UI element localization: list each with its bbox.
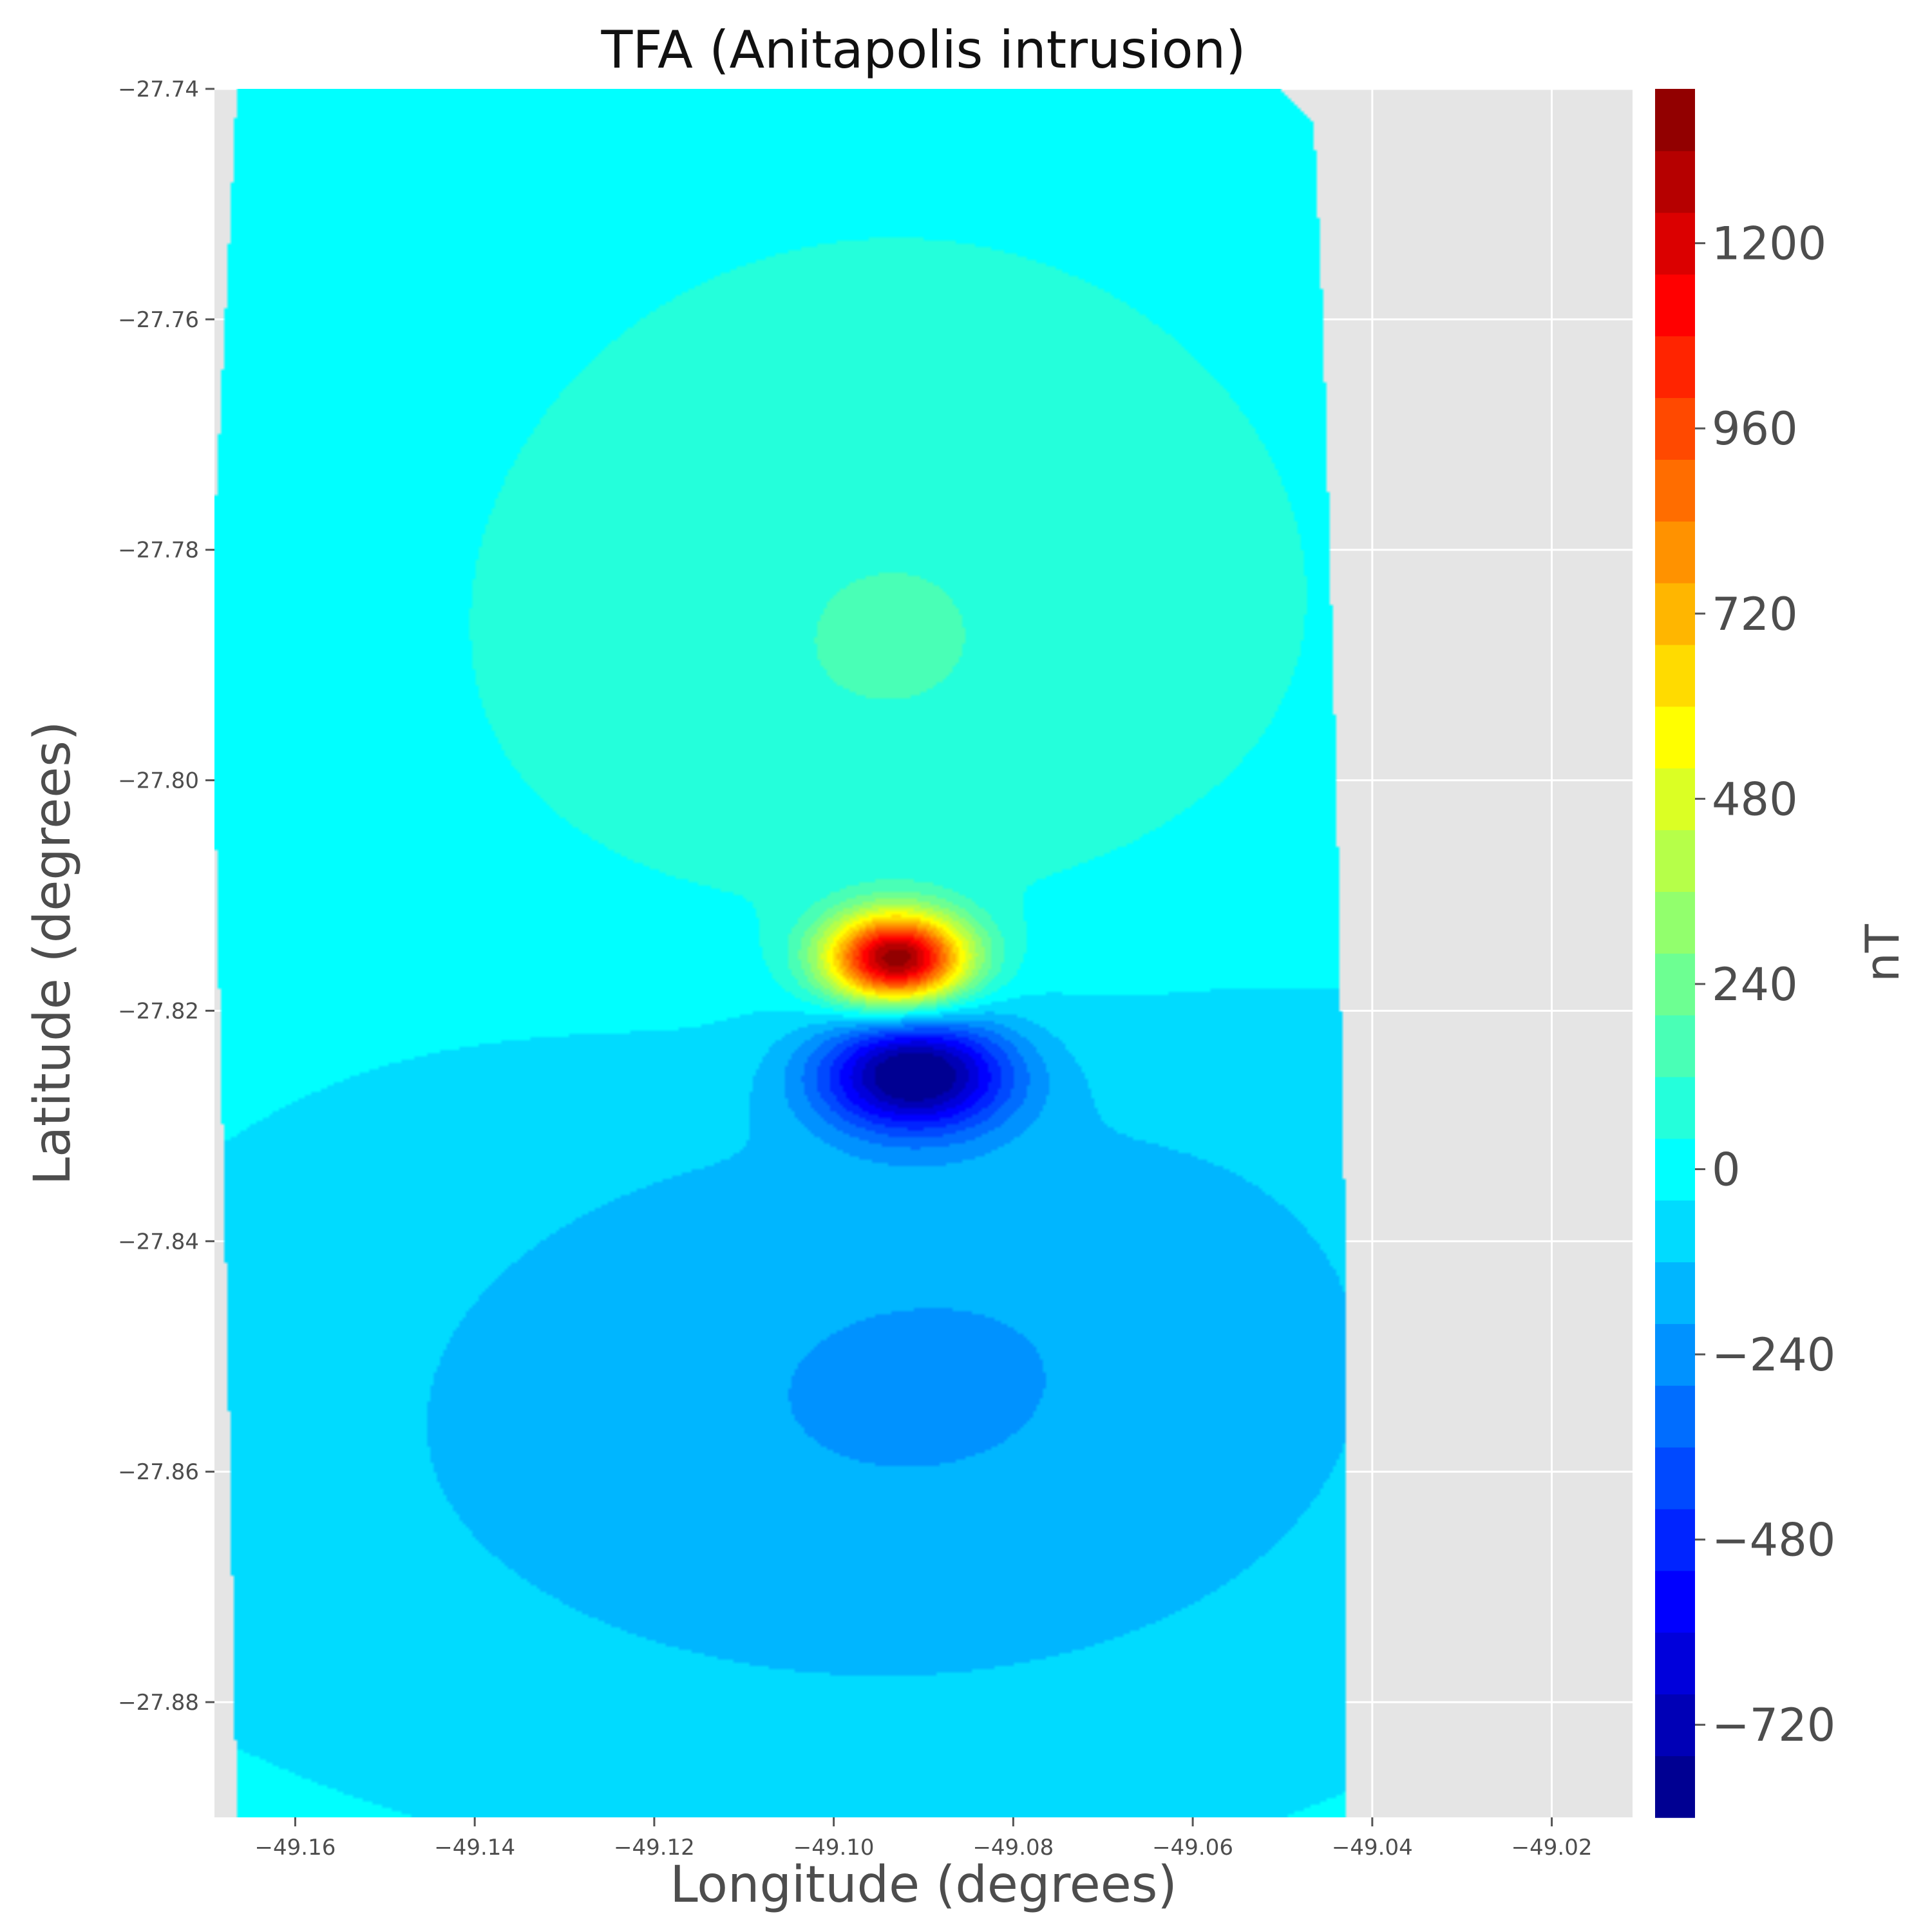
colorbar-label: nT bbox=[1855, 923, 1909, 982]
y-tick-label: −27.82 bbox=[118, 998, 199, 1024]
colorbar-segment bbox=[1655, 1694, 1695, 1756]
colorbar-tick-label: 0 bbox=[1712, 1144, 1741, 1197]
tfa-contour-map bbox=[214, 89, 1633, 1817]
x-tick-label: −49.06 bbox=[1152, 1835, 1233, 1861]
colorbar-tick-label: −480 bbox=[1712, 1514, 1835, 1567]
colorbar-segment bbox=[1655, 521, 1695, 583]
y-axis-label: Latitude (degrees) bbox=[24, 721, 82, 1186]
colorbar-segment bbox=[1655, 397, 1695, 460]
colorbar-segment bbox=[1655, 582, 1695, 645]
colorbar-segment bbox=[1655, 459, 1695, 522]
colorbar-segment bbox=[1655, 706, 1695, 769]
x-tick-label: −49.16 bbox=[255, 1835, 336, 1861]
y-axis-ticks: −27.74 −27.76 −27.78 −27.80 −27.82 −27.84 −27.… bbox=[118, 77, 214, 1716]
colorbar-segment bbox=[1655, 1570, 1695, 1633]
colorbar-segment bbox=[1655, 1385, 1695, 1448]
x-axis-ticks: −49.16 −49.14 −49.12 −49.10 −49.08 −49.06 −49.… bbox=[255, 1817, 1593, 1861]
colorbar-tick-label: 960 bbox=[1712, 402, 1798, 455]
colorbar-segment bbox=[1655, 953, 1695, 1016]
colorbar-segment bbox=[1655, 274, 1695, 337]
y-tick-label: −27.78 bbox=[118, 538, 199, 564]
colorbar-tick-label: 240 bbox=[1712, 958, 1798, 1011]
colorbar-segment bbox=[1655, 829, 1695, 892]
colorbar-segment bbox=[1655, 1632, 1695, 1695]
colorbar-segment bbox=[1655, 1200, 1695, 1263]
y-tick-label: −27.88 bbox=[118, 1690, 199, 1716]
colorbar-segment bbox=[1655, 644, 1695, 707]
colorbar-segment bbox=[1655, 1508, 1695, 1571]
colorbar-segment bbox=[1655, 1138, 1695, 1201]
x-tick-label: −49.10 bbox=[793, 1835, 875, 1861]
colorbar-segment bbox=[1655, 1446, 1695, 1510]
colorbar-segment bbox=[1655, 212, 1695, 275]
y-tick-label: −27.84 bbox=[118, 1229, 199, 1255]
colorbar-segment bbox=[1655, 1076, 1695, 1139]
chart-title: TFA (Anitapolis intrusion) bbox=[601, 20, 1246, 80]
colorbar-segment bbox=[1655, 1756, 1695, 1818]
colorbar-segment bbox=[1655, 891, 1695, 954]
y-tick-label: −27.76 bbox=[118, 307, 199, 333]
colorbar-segment bbox=[1655, 336, 1695, 399]
colorbar-segment bbox=[1655, 1014, 1695, 1077]
colorbar-segment bbox=[1655, 1262, 1695, 1324]
y-tick-label: −27.80 bbox=[118, 768, 199, 794]
colorbar-tick-label: 480 bbox=[1712, 773, 1798, 826]
colorbar-tick-label: −720 bbox=[1712, 1699, 1835, 1752]
x-axis-label: Longitude (degrees) bbox=[670, 1856, 1177, 1914]
y-tick-label: −27.86 bbox=[118, 1459, 199, 1485]
colorbar: −720 −480 −240 0 240 480 720 960 1200 bbox=[1655, 89, 1835, 1818]
colorbar-tick-label: 720 bbox=[1712, 588, 1798, 641]
x-tick-label: −49.12 bbox=[614, 1835, 695, 1861]
x-tick-label: −49.08 bbox=[972, 1835, 1054, 1861]
x-tick-label: −49.02 bbox=[1511, 1835, 1593, 1861]
colorbar-segment bbox=[1655, 768, 1695, 831]
colorbar-segment bbox=[1655, 1323, 1695, 1386]
y-tick-label: −27.74 bbox=[118, 77, 199, 102]
colorbar-tick-label: −240 bbox=[1712, 1329, 1835, 1381]
x-tick-label: −49.04 bbox=[1332, 1835, 1413, 1861]
colorbar-segment bbox=[1655, 89, 1695, 151]
x-tick-label: −49.14 bbox=[434, 1835, 515, 1861]
colorbar-segment bbox=[1655, 150, 1695, 213]
colorbar-tick-label: 1200 bbox=[1712, 218, 1826, 270]
